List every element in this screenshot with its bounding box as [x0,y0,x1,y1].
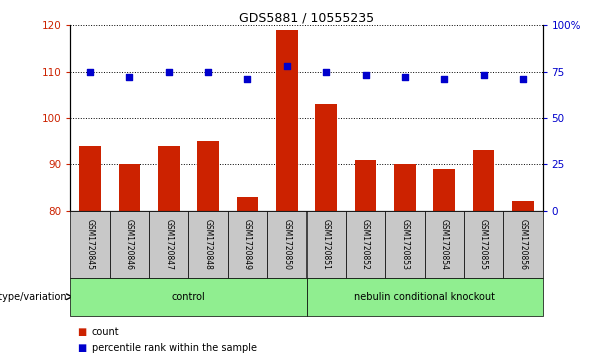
Bar [197,141,219,211]
Text: GSM1720848: GSM1720848 [204,219,213,270]
Point [282,63,292,69]
Title: GDS5881 / 10555235: GDS5881 / 10555235 [239,11,374,24]
Text: ■: ■ [77,327,86,337]
Bar [433,169,455,211]
Bar [394,164,416,211]
Text: ■: ■ [77,343,86,354]
Point [204,69,213,75]
Point [440,76,449,82]
Text: count: count [92,327,120,337]
Bar [158,146,180,211]
Text: GSM1720854: GSM1720854 [440,219,449,270]
Text: GSM1720850: GSM1720850 [283,219,291,270]
Point [400,74,409,80]
Point [85,69,95,75]
Bar [276,30,298,211]
Text: nebulin conditional knockout: nebulin conditional knockout [354,292,495,302]
Point [321,69,331,75]
Text: GSM1720845: GSM1720845 [86,219,94,270]
Text: control: control [172,292,205,302]
Text: GSM1720856: GSM1720856 [519,219,527,270]
Point [124,74,134,80]
Bar [119,164,140,211]
Bar [79,146,101,211]
Text: genotype/variation: genotype/variation [0,292,67,302]
Text: GSM1720846: GSM1720846 [125,219,134,270]
Text: GSM1720851: GSM1720851 [322,219,330,270]
Point [164,69,173,75]
Text: percentile rank within the sample: percentile rank within the sample [92,343,257,354]
Text: GSM1720855: GSM1720855 [479,219,488,270]
Bar [237,197,258,211]
Point [518,76,528,82]
Text: GSM1720847: GSM1720847 [164,219,173,270]
Point [360,73,370,78]
Point [479,73,489,78]
Text: GSM1720849: GSM1720849 [243,219,252,270]
Text: GSM1720852: GSM1720852 [361,219,370,270]
Bar [315,104,337,211]
Bar [512,201,534,211]
Bar [355,160,376,211]
Point [243,76,253,82]
Text: GSM1720853: GSM1720853 [400,219,409,270]
Bar [473,150,494,211]
